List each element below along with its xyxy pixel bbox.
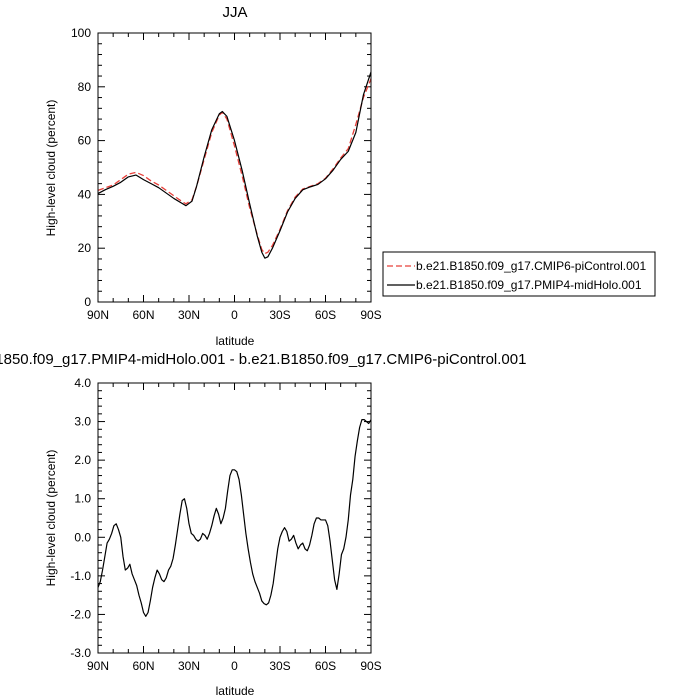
- legend-label-pi-control: b.e21.B1850.f09_g17.CMIP6-piControl.001: [416, 259, 646, 273]
- x-tick-label: 30S: [269, 308, 290, 322]
- x-tick-label: 60N: [132, 659, 154, 673]
- y-tick-label: 3.0: [74, 415, 91, 429]
- top-plot-frame: [97, 32, 372, 303]
- legend-box: [382, 251, 656, 297]
- x-tick-label: 0: [231, 659, 238, 673]
- x-tick-label: 90N: [87, 659, 109, 673]
- top-series: [97, 71, 372, 259]
- legend-label-mid-holo: b.e21.B1850.f09_g17.PMIP4-midHolo.001: [416, 278, 642, 292]
- top-chart-title: JJA: [222, 4, 247, 21]
- x-tick-label: 90S: [360, 308, 381, 322]
- x-tick-label: 0: [231, 308, 238, 322]
- y-tick-label: -3.0: [70, 646, 91, 660]
- bottom-y-axis-label: High-level cloud (percent): [44, 450, 58, 587]
- y-tick-label: 4.0: [74, 376, 91, 390]
- x-tick-label: 60S: [315, 659, 336, 673]
- bottom-x-axis-label: latitude: [216, 684, 255, 698]
- x-tick-label: 90S: [360, 659, 381, 673]
- y-tick-label: 80: [78, 80, 92, 94]
- y-tick-label: 20: [78, 241, 92, 255]
- bottom-panel: b.e21.B1850.f09_g17.PMIP4-midHolo.001 - …: [0, 351, 526, 698]
- bottom-ticks: 90N 60N 30N 0 30S 60S 90S -3.0 -2.0 -1.0 0.0 1.0 2.0…: [70, 376, 381, 673]
- series-line-1-0: [97, 419, 372, 617]
- legend: b.e21.B1850.f09_g17.CMIP6-piControl.001 …: [382, 251, 656, 297]
- y-tick-label: -1.0: [70, 569, 91, 583]
- top-panel: JJA latitude High-level cloud (percent) …: [44, 4, 382, 348]
- bottom-plot-frame: [97, 382, 372, 654]
- top-y-axis-label: High-level cloud (percent): [44, 100, 58, 237]
- y-tick-label: 60: [78, 134, 92, 148]
- bottom-chart-title: b.e21.B1850.f09_g17.PMIP4-midHolo.001 - …: [0, 351, 526, 368]
- x-tick-label: 30N: [178, 659, 200, 673]
- y-tick-label: 1.0: [74, 492, 91, 506]
- x-tick-label: 30N: [178, 308, 200, 322]
- y-tick-label: -2.0: [70, 607, 91, 621]
- top-x-axis-label: latitude: [216, 334, 255, 348]
- x-tick-label: 30S: [269, 659, 290, 673]
- top-ticks: 90N 60N 30N 0 30S 60S 90S 0 20 40 60 80 100: [71, 26, 382, 322]
- y-tick-label: 100: [71, 26, 91, 40]
- x-tick-label: 90N: [87, 308, 109, 322]
- series-line-0-1: [97, 71, 372, 259]
- x-tick-label: 60S: [315, 308, 336, 322]
- y-tick-label: 40: [78, 187, 92, 201]
- x-tick-label: 60N: [132, 308, 154, 322]
- series-line-0-0: [97, 78, 372, 255]
- y-tick-label: 2.0: [74, 453, 91, 467]
- bottom-series: [97, 419, 372, 617]
- y-tick-label: 0.0: [74, 530, 91, 544]
- y-tick-label: 0: [84, 295, 91, 309]
